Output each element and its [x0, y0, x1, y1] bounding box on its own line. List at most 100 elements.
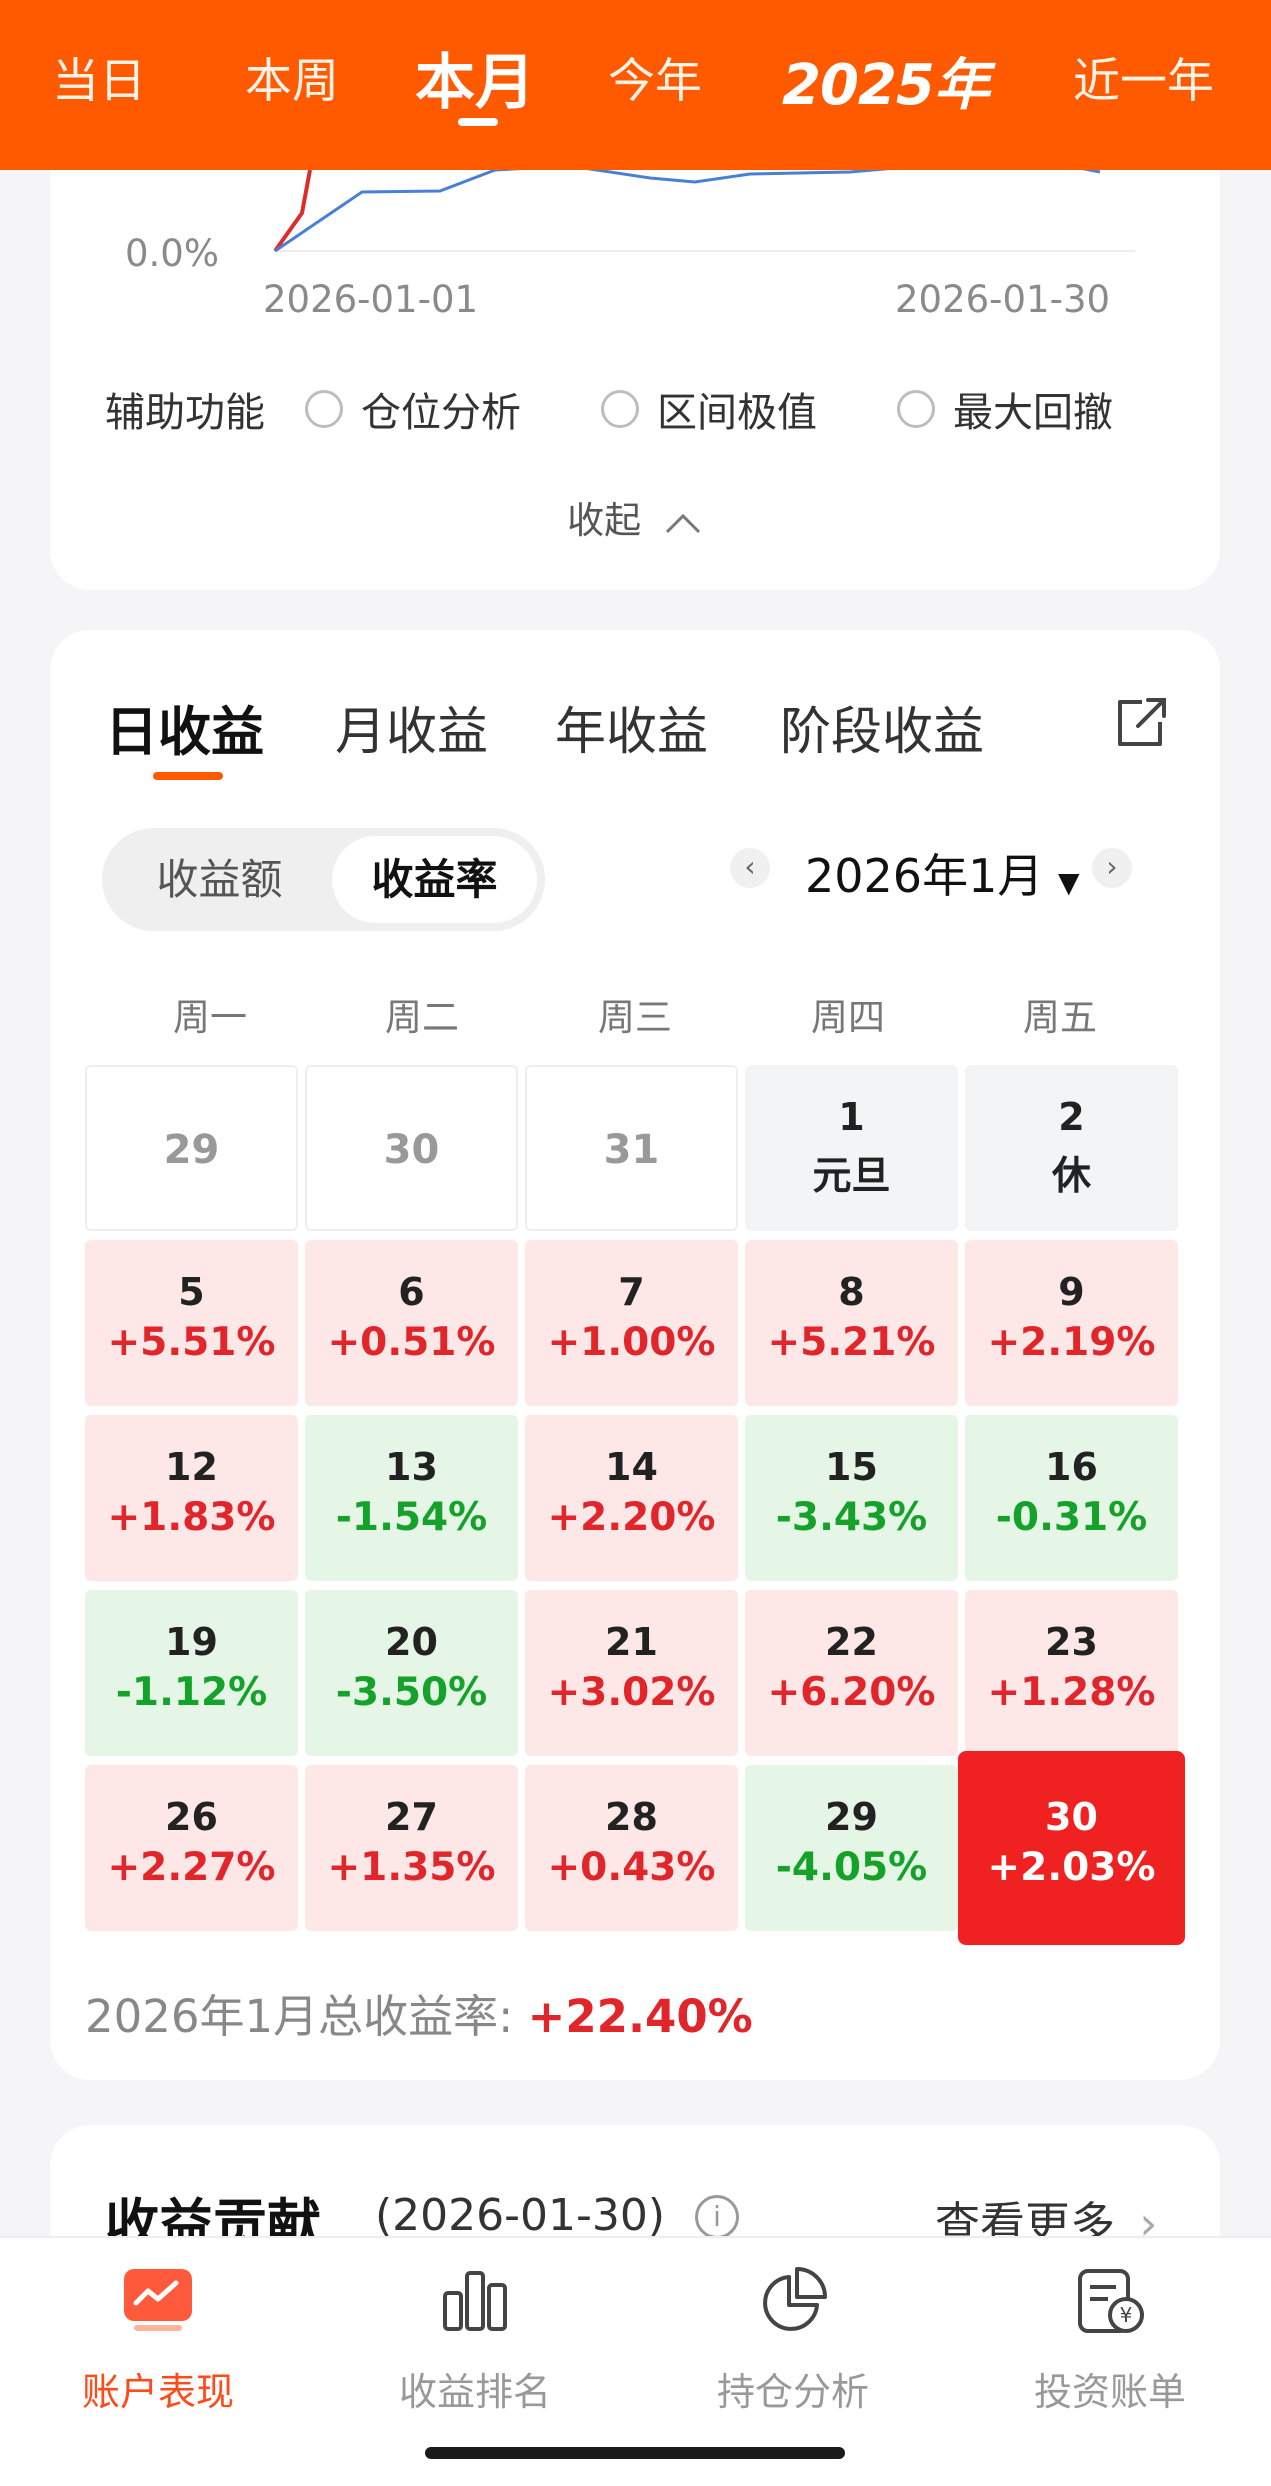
calendar-day-cell[interactable]: 21 +3.02%	[525, 1590, 738, 1756]
account-line	[274, 162, 1101, 253]
bar-chart-icon	[443, 2271, 507, 2331]
calendar-day-cell[interactable]: 28 +0.43%	[525, 1765, 738, 1931]
calendar-day-number: 30	[1045, 1795, 1098, 1839]
calendar-day-number: 19	[165, 1620, 218, 1664]
prev-month-button[interactable]: ‹	[730, 848, 770, 888]
radio-max-drawdown[interactable]: 最大回撤	[897, 380, 1113, 438]
calendar-day-cell[interactable]: 27 +1.35%	[305, 1765, 518, 1931]
next-month-button[interactable]: ›	[1092, 848, 1132, 888]
amount-rate-toggle: 收益额 收益率	[102, 828, 545, 931]
active-tab-indicator	[153, 772, 223, 780]
radio-range-extremes[interactable]: 区间极值	[601, 380, 817, 438]
calendar-day-number: 27	[385, 1795, 438, 1839]
calendar-day-number: 13	[385, 1445, 438, 1489]
calendar-day-cell[interactable]: 19 -1.12%	[85, 1590, 298, 1756]
calendar-day-return: -0.31%	[995, 1495, 1148, 1540]
calendar-day-cell[interactable]: 29 -4.05%	[745, 1765, 958, 1931]
calendar-day-number: 21	[605, 1620, 658, 1664]
tab-yearly-returns[interactable]: 年收益	[555, 703, 709, 762]
toggle-rate[interactable]: 收益率	[332, 836, 537, 923]
x-axis-end: 2026-01-30	[895, 278, 1111, 321]
calendar-day-number: 14	[605, 1445, 658, 1489]
info-icon[interactable]: i	[695, 2195, 739, 2239]
bottom-nav: 账户表现 收益排名 持仓分析 ¥ 投资账单	[0, 2236, 1271, 2486]
calendar-day-number: 28	[605, 1795, 658, 1839]
tab-monthly-returns[interactable]: 月收益	[335, 703, 489, 762]
contribution-date: (2026-01-30)	[375, 2190, 666, 2241]
tab-today[interactable]: 当日	[52, 54, 146, 109]
tab-daily-returns[interactable]: 日收益	[105, 702, 264, 763]
radio-circle-icon	[305, 390, 343, 428]
calendar-day-cell[interactable]: 8 +5.21%	[745, 1240, 958, 1406]
calendar-day-return: +2.03%	[987, 1845, 1156, 1890]
calendar-day-return: +2.19%	[987, 1320, 1156, 1365]
collapse-button[interactable]: 收起	[50, 490, 1220, 544]
x-axis-start: 2026-01-01	[263, 278, 479, 321]
calendar-day-return: +0.51%	[327, 1320, 496, 1365]
nav-return-ranking[interactable]: 收益排名	[355, 2263, 595, 2416]
calendar-day-cell[interactable]: 5 +5.51%	[85, 1240, 298, 1406]
calendar-day-cell[interactable]: 23 +1.28%	[965, 1590, 1178, 1756]
calendar-day-return: +1.35%	[327, 1845, 496, 1890]
benchmark-line	[273, 169, 312, 253]
tab-period-returns[interactable]: 阶段收益	[780, 703, 985, 762]
calendar-day-number: 5	[178, 1270, 205, 1314]
calendar-day-return: +2.27%	[107, 1845, 276, 1890]
calendar-day-number: 2	[1058, 1095, 1085, 1139]
calendar-day-number: 1	[838, 1095, 865, 1139]
toggle-amount[interactable]: 收益额	[156, 855, 283, 904]
calendar-day-cell[interactable]: 16 -0.31%	[965, 1415, 1178, 1581]
calendar-day-number: 8	[838, 1270, 865, 1314]
calendar-day-return: +2.20%	[547, 1495, 716, 1540]
tab-2025[interactable]: 2025年	[782, 53, 990, 118]
calendar-day-number: 7	[618, 1270, 645, 1314]
calendar-day-return: +1.00%	[547, 1320, 716, 1365]
weekday-header: 周二	[385, 996, 459, 1039]
tab-this-week[interactable]: 本周	[245, 54, 339, 109]
calendar-day-return: +6.20%	[767, 1670, 936, 1715]
calendar-day-return: +1.28%	[987, 1670, 1156, 1715]
share-icon[interactable]	[1110, 692, 1170, 752]
tab-this-year[interactable]: 今年	[608, 54, 702, 109]
calendar-day-cell[interactable]: 9 +2.19%	[965, 1240, 1178, 1406]
calendar-day-return: +5.21%	[767, 1320, 936, 1365]
calendar-day-cell[interactable]: 30 +2.03%	[958, 1751, 1185, 1945]
month-total-return: 2026年1月总收益率: +22.40%	[85, 1990, 753, 2043]
period-tab-bar: 当日 本周 本月 今年 2025年 近一年	[0, 0, 1271, 170]
svg-text:¥: ¥	[1120, 2303, 1133, 2327]
caret-down-icon: ▼	[1057, 866, 1080, 899]
calendar-day-return: -1.54%	[335, 1495, 488, 1540]
calendar-day-cell[interactable]: 20 -3.50%	[305, 1590, 518, 1756]
calendar-day-cell[interactable]: 6 +0.51%	[305, 1240, 518, 1406]
calendar-day-cell[interactable]: 12 +1.83%	[85, 1415, 298, 1581]
calendar-day-cell[interactable]: 13 -1.54%	[305, 1415, 518, 1581]
chart-card: 0.0% 2026-01-01 2026-01-30 辅助功能 仓位分析 区间极…	[50, 120, 1220, 590]
tab-this-month[interactable]: 本月	[415, 48, 535, 118]
calendar-day-number: 6	[398, 1270, 425, 1314]
nav-holding-analysis[interactable]: 持仓分析	[673, 2263, 913, 2416]
calendar-day-cell[interactable]: 7 +1.00%	[525, 1240, 738, 1406]
weekday-header: 周三	[598, 996, 672, 1039]
calendar-day-cell[interactable]: 15 -3.43%	[745, 1415, 958, 1581]
month-dropdown[interactable]: 2026年1月 ▼	[805, 849, 1080, 903]
calendar-day-number: 15	[825, 1445, 878, 1489]
calendar-day-number: 22	[825, 1620, 878, 1664]
nav-account-performance[interactable]: 账户表现	[38, 2263, 278, 2416]
nav-investment-bill[interactable]: ¥ 投资账单	[990, 2263, 1230, 2416]
calendar-day-cell[interactable]: 1 元旦	[745, 1065, 958, 1231]
calendar-day-cell[interactable]: 14 +2.20%	[525, 1415, 738, 1581]
calendar-day-cell[interactable]: 22 +6.20%	[745, 1590, 958, 1756]
calendar-day-number: 31	[603, 1127, 660, 1173]
calendar-day-number: 30	[383, 1127, 440, 1173]
weekday-header: 周一	[173, 996, 247, 1039]
calendar-day-cell[interactable]: 26 +2.27%	[85, 1765, 298, 1931]
calendar-day-return: -4.05%	[775, 1845, 928, 1890]
calendar-day-number: 12	[165, 1445, 218, 1489]
radio-position-analysis[interactable]: 仓位分析	[305, 380, 521, 438]
weekday-header: 周四	[811, 996, 885, 1039]
aux-title: 辅助功能	[105, 390, 265, 436]
calendar-day-return: +3.02%	[547, 1670, 716, 1715]
tab-last-year[interactable]: 近一年	[1073, 54, 1214, 109]
calendar-day-return: +5.51%	[107, 1320, 276, 1365]
